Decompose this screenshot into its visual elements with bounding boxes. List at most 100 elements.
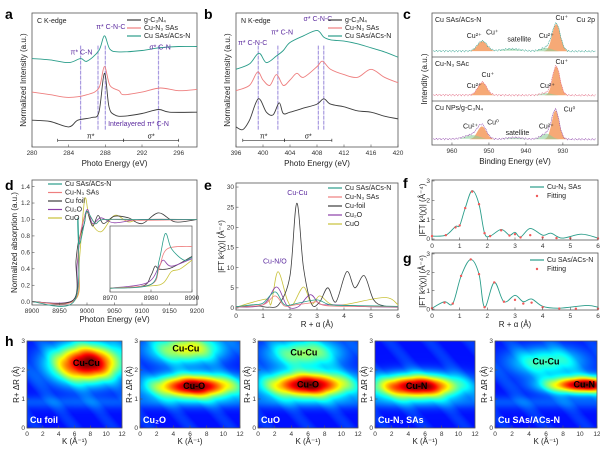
panel-a-annotation: Interlayered π* C-N <box>108 121 169 128</box>
wavelet-heatmap <box>258 341 358 428</box>
heatmap-4-ytick-label: 2 <box>489 367 493 374</box>
panel-f-xtick-label: 3 <box>513 243 517 250</box>
panel-d-xlabel: Photon Energy (eV) <box>79 315 150 324</box>
panel-f-series-point <box>499 229 503 232</box>
panel-e-legend-label: CuO <box>345 221 360 228</box>
panel-g-series-point <box>513 298 517 302</box>
panel-c-peak-label: satellite <box>507 37 531 44</box>
heatmap-2-xtick-label: 6 <box>306 431 310 438</box>
panel-f-series-point <box>513 232 517 236</box>
panel-f-series-point <box>541 236 544 239</box>
panel-g-series-point <box>459 274 463 278</box>
panel-b-xtick-label: 416 <box>366 150 377 157</box>
panel-c-peak-label: Cu²⁺ <box>463 123 478 130</box>
panel-g-series-point <box>443 301 446 304</box>
panel-a-xtick-label: 296 <box>173 150 184 157</box>
panel-c-sample-label: Cu-N₃ SAc <box>435 61 469 68</box>
heatmap-1-xtick-label: 4 <box>172 431 176 438</box>
panel-c-xtick-label: 960 <box>447 148 458 155</box>
heatmap-3-ylabel: R+ ΔR (Å) <box>360 366 369 403</box>
panel-a-annotation: π* C-N-C <box>96 24 125 31</box>
heatmap-3-xtick-label: 4 <box>407 431 411 438</box>
panel-d-inset-xtick-label: 8990 <box>185 295 200 302</box>
heatmap-4-xtick-label: 0 <box>493 431 497 438</box>
panel-b-xtick-label: 404 <box>285 150 296 157</box>
panel-c-spectrum <box>433 22 596 53</box>
panel-g-series-point <box>469 258 472 261</box>
panel-a-xtick-label: 288 <box>100 150 111 157</box>
panel-e-annotation: Cu-Cu <box>287 190 307 197</box>
panel-a-xtick-label: 280 <box>27 150 38 157</box>
panel-b-xtick-label: 396 <box>231 150 242 157</box>
panel-e-xtick-label: 4 <box>342 313 346 320</box>
heatmap-4-xtick-label: 4 <box>527 431 531 438</box>
panel-c-xlabel: Binding Energy (eV) <box>479 157 551 166</box>
panel-g-series-point <box>477 272 481 276</box>
panel-b-legend-label: g-C₃N₄ <box>345 17 367 24</box>
heatmap-1-ytick-label: 1 <box>134 396 138 403</box>
panel-d-inset-line <box>109 233 193 289</box>
panel-b-series-line <box>235 60 399 92</box>
panel-f-xtick-label: 1 <box>458 243 462 250</box>
panel-g-ytick-label: 3 <box>426 251 430 258</box>
panel-f-series-point <box>477 202 481 206</box>
heatmap-3-ytick-label: 2 <box>369 367 373 374</box>
heatmap-0-ytick-label: 2 <box>21 367 25 374</box>
panel-d-series-line <box>31 210 198 304</box>
heatmap-2-xtick-label: 12 <box>354 431 362 438</box>
panel-a-series-line <box>31 72 198 128</box>
panel-c-peak-label: Cu⁺ <box>486 30 499 37</box>
panel-a-range-label: σ* <box>148 133 155 140</box>
panel-c-peak-label: Cu⁺ <box>555 59 568 66</box>
heatmap-4-xtick-label: 10 <box>576 431 584 438</box>
panel-f-series <box>431 190 599 239</box>
panel-b-xlabel: Photo Energy (eV) <box>284 159 350 168</box>
heatmap-2-xtick-label: 8 <box>323 431 327 438</box>
heatmap-4-ylabel: R+ ΔR (Å) <box>480 366 489 403</box>
panel-g-series <box>431 258 599 309</box>
panel-c-fitted-peak <box>458 135 488 139</box>
panel-e-series-line <box>235 271 399 308</box>
heatmap-1-xtick-label: 2 <box>155 431 159 438</box>
panel-g-series-point <box>530 301 533 304</box>
wavelet-heatmap <box>27 341 122 428</box>
heatmap-3-peak-label: Cu-N <box>406 381 428 391</box>
panel-a-range-label: π* <box>87 133 95 140</box>
heatmap-1-xtick-label: 8 <box>205 431 209 438</box>
panel-c-peak-label: Cu⁰ <box>487 119 499 127</box>
panel-c-sample-label: Cu NPs/g-C₃N₄ <box>435 105 483 112</box>
panel-c-peak-label: Cu⁰ <box>564 106 576 114</box>
panel-f-xtick-label: 5 <box>569 243 573 250</box>
panel-d-legend-label: CuO <box>65 215 80 222</box>
heatmap-3-xtick-label: 2 <box>390 431 394 438</box>
heatmap-1-xtick-label: 6 <box>188 431 192 438</box>
panel-c-peak-label: Cu²⁺ <box>539 123 554 130</box>
panel-f-series-point <box>464 206 467 210</box>
panel-a-title: C K-edge <box>37 18 67 25</box>
panel-label-f: f <box>403 175 408 191</box>
panel-c-sample-label: Cu SAs/ACs-N <box>435 17 481 24</box>
panel-g-xtick-label: 0 <box>430 313 434 320</box>
panel-g-xtick-label: 1 <box>458 313 462 320</box>
panel-g-xtick-label: 3 <box>513 313 517 320</box>
panel-c-fitted-peak <box>469 41 496 52</box>
panel-e-annotation: Cu-N/O <box>263 259 287 266</box>
panel-d-ytick-label: 1.4 <box>21 184 30 191</box>
heatmap-2-ytick-label: 0 <box>252 425 256 432</box>
panel-d-ytick-label: 0.4 <box>21 266 30 273</box>
panel-d-ytick-label: 1.0 <box>21 217 30 224</box>
panel-d-xtick-label: 9050 <box>107 308 122 315</box>
panel-f-series-point <box>444 233 448 237</box>
panel-e-axes-frame <box>235 182 399 311</box>
heatmap-0-ytick-label: 1 <box>21 396 25 403</box>
panel-d-ytick-label: 1.2 <box>21 200 30 207</box>
panel-d-xtick-label: 9100 <box>135 308 150 315</box>
panel-label-g: g <box>403 250 412 266</box>
heatmap-2-xtick-label: 4 <box>290 431 294 438</box>
panel-b-series-line <box>235 98 399 131</box>
heatmap-1-ytick-label: 0 <box>134 425 138 432</box>
panel-b-ylabel: Normalized Intensity (a.u.) <box>223 33 232 127</box>
panel-f-series-point <box>458 224 461 227</box>
panel-d-legend-label: Cu SAs/ACs-N <box>65 181 111 188</box>
panel-d-inset-xtick-label: 8970 <box>103 295 118 302</box>
